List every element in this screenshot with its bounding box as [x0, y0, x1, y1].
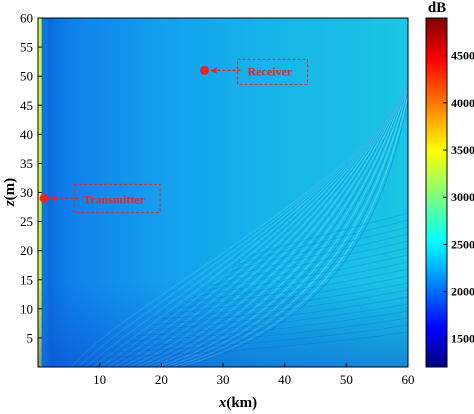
x-tick-label: 50: [340, 372, 353, 387]
y-tick-label: 25: [20, 214, 33, 229]
colorbar-tick-label: 3000: [451, 190, 474, 204]
colorbar-tick-label: 4500: [451, 49, 474, 63]
y-axis-ticks: 5 10 15 20 25 30 35 40 45 50 55 60: [20, 11, 42, 345]
colorbar-ticks: 1500 2000 2500 3000 3500 4000 4500: [443, 49, 474, 346]
colorbar-tick-label: 4000: [451, 96, 474, 110]
receiver-label-box: [237, 58, 308, 85]
y-axis-label: z(m): [2, 178, 18, 207]
x-tick-label: 30: [217, 372, 230, 387]
x-axis-label: x(km): [218, 395, 257, 411]
y-tick-label: 55: [20, 40, 33, 55]
receiver-annotation: Receiver: [200, 58, 308, 85]
x-tick-label: 20: [155, 372, 168, 387]
source-shadow-zone: [42, 18, 56, 367]
y-tick-label: 30: [20, 185, 33, 200]
colorbar-tick-label: 3500: [451, 143, 474, 157]
y-tick-label: 10: [20, 301, 33, 316]
colorbar-tick-label: 2000: [451, 285, 474, 299]
transmitter-arrowhead: [50, 195, 57, 202]
receiver-marker: [200, 65, 209, 75]
near-bottom-shading: [38, 18, 408, 367]
y-tick-label: 35: [20, 156, 33, 171]
colorbar-tick-label: 2500: [451, 237, 474, 251]
colorbar-tick-label: 1500: [451, 332, 474, 346]
x-tick-label: 40: [278, 372, 291, 387]
colorbar: dB 1500 2000 2500 3000 3500 4000 4500: [425, 0, 474, 368]
colorbar-label: dB: [428, 0, 446, 16]
y-tick-label: 15: [20, 272, 33, 287]
y-tick-label: 40: [20, 127, 33, 142]
x-tick-label: 10: [93, 372, 106, 387]
y-tick-label: 5: [27, 330, 34, 345]
receiver-arrowhead: [210, 67, 217, 74]
transmitter-label: Transmitter: [83, 192, 145, 206]
y-tick-label: 20: [20, 243, 33, 258]
y-tick-label: 60: [20, 11, 33, 26]
transmitter-annotation: Transmitter: [39, 183, 161, 213]
y-tick-label: 45: [20, 98, 33, 113]
x-axis-ticks: 10 20 30 40 50 60: [93, 363, 415, 387]
y-tick-label: 50: [20, 69, 33, 84]
annotations: Transmitter Receiver: [39, 58, 308, 213]
plot-area: [38, 18, 408, 367]
transmitter-marker: [39, 193, 49, 203]
x-tick-label: 60: [402, 372, 415, 387]
transmitter-label-box: [73, 183, 161, 213]
receiver-label: Receiver: [248, 64, 293, 78]
colorbar-scale: [425, 17, 448, 368]
